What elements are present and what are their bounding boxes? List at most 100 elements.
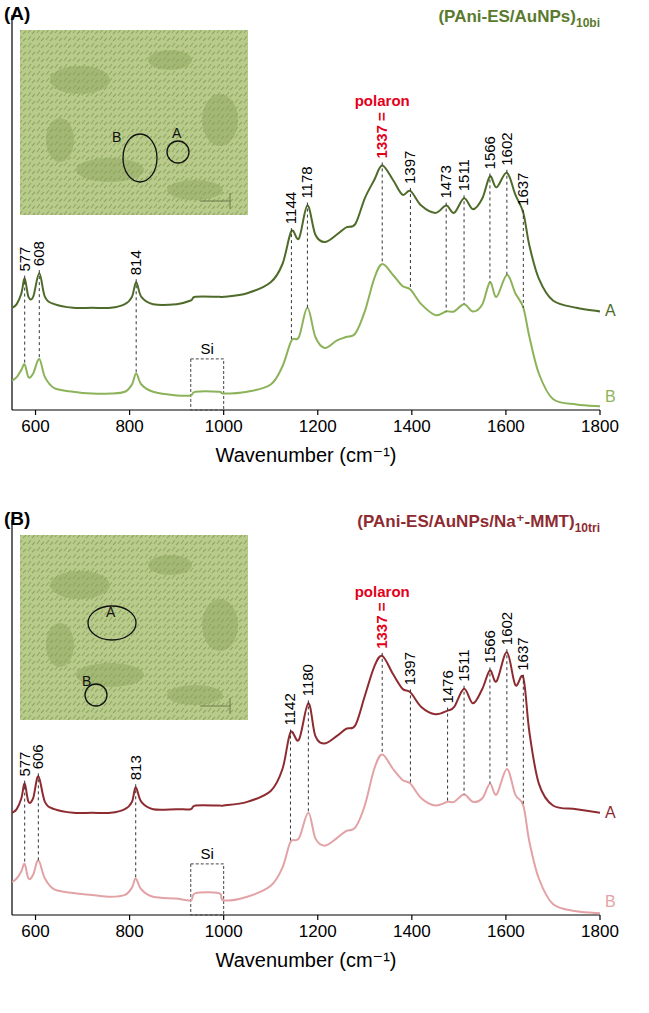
plot-area [12,652,600,913]
inset-spot [50,66,110,94]
peak-label: 1337 = [373,602,390,649]
peak-line [447,708,448,802]
series-label: A [605,302,616,319]
x-tick [129,410,130,415]
inset-image [20,30,248,215]
peak-line [308,700,309,813]
peak-line [489,667,490,783]
x-tick-label: 1000 [205,417,243,436]
peak-label: 1178 [298,166,315,198]
spectrum-line [12,652,600,813]
title-main: (PAni-ES/AuNPs) [438,7,576,26]
inset-spot [167,685,223,705]
series-label: A [605,804,616,821]
inset-spot [202,599,238,651]
peak-line [136,279,137,373]
title-sub: 10bi [576,16,600,30]
peak-label: 1637 [514,173,531,206]
inset-region [167,141,189,163]
peak-annotation: polaron [355,583,410,600]
peak-line [523,210,524,308]
inset-spot [46,118,74,162]
peak-label: 1511 [455,159,472,191]
peak-label: 1142 [281,693,298,725]
peak-label: 1144 [282,192,299,224]
peak-line [506,649,507,769]
inset-spot [50,571,110,599]
inset-spot [46,623,74,667]
inset-label: B [82,673,91,689]
panel: (A)(PAni-ES/AuNPs)10biAB6008001000120014… [4,3,619,466]
scale-bar [200,193,230,209]
peak-label: 1566 [481,630,498,663]
peak-label: 1566 [481,136,498,169]
x-tick [411,410,412,415]
peak-label: 1473 [437,165,454,198]
peak-label: 1602 [498,132,515,165]
spectrum-line [12,754,600,913]
x-tick [129,915,130,920]
y-axis [11,15,12,410]
peak-label: 813 [127,755,144,780]
x-tick [505,915,506,920]
peak-line [489,173,490,282]
peak-line [382,162,383,264]
spectrum-line [12,264,600,406]
inset-spot [148,555,192,575]
inset: AB [20,30,248,215]
inset-label: A [172,125,182,141]
title-main: (PAni-ES/AuNPs/Na⁺-MMT) [357,512,574,531]
title-sub: 10tri [575,521,600,535]
peak-line [135,784,136,878]
x-tick-label: 1200 [299,922,337,941]
x-tick [223,915,224,920]
peak-line [523,675,524,806]
inset-image [20,535,248,720]
peak-label: 608 [30,241,47,266]
x-tick-label: 600 [21,417,49,436]
peak-line [446,203,447,312]
x-tick-label: 800 [115,922,143,941]
series-label: B [605,893,616,910]
inset-label: B [112,129,121,145]
panel-letter: (B) [4,508,30,529]
peak-label: 1180 [299,664,316,696]
inset-region [123,134,157,182]
spectrum-line [12,165,600,311]
inset-spot [202,94,238,146]
x-axis [12,409,600,410]
inset-spot [148,50,192,70]
panel: (B)(PAni-ES/AuNPs/Na⁺-MMT)10triAB6008001… [4,508,619,971]
region-label: Si [201,340,214,357]
title: (PAni-ES/AuNPs)10bi [438,7,600,30]
peak-label: 1337 = [373,112,390,159]
peak-label: 1511 [455,649,472,681]
si-region [191,359,224,410]
inset-texture [20,30,248,215]
y-axis [11,520,12,915]
series-label: B [605,388,616,405]
panel-letter: (A) [4,3,30,24]
x-tick-label: 1200 [299,417,337,436]
x-tick-label: 1600 [487,922,525,941]
x-tick [35,410,36,415]
peak-line [291,228,292,341]
peak-line [24,781,25,864]
inset: AB [20,535,248,720]
x-axis [12,914,600,915]
inset-spot [76,158,144,182]
x-tick [599,915,600,920]
peak-line [38,773,39,860]
peak-line [506,170,507,275]
x-tick [223,410,224,415]
peak-label: 1637 [514,637,531,670]
peak-label: 1476 [439,670,456,703]
figure: (A)(PAni-ES/AuNPs)10biAB6008001000120014… [0,0,649,1013]
peak-label: 814 [127,250,144,275]
scale-bar [200,698,230,714]
peak-line [410,689,411,783]
plot-area [12,165,600,406]
x-tick-label: 1400 [393,417,431,436]
peak-label: 1602 [498,612,515,645]
x-tick-label: 800 [115,417,143,436]
